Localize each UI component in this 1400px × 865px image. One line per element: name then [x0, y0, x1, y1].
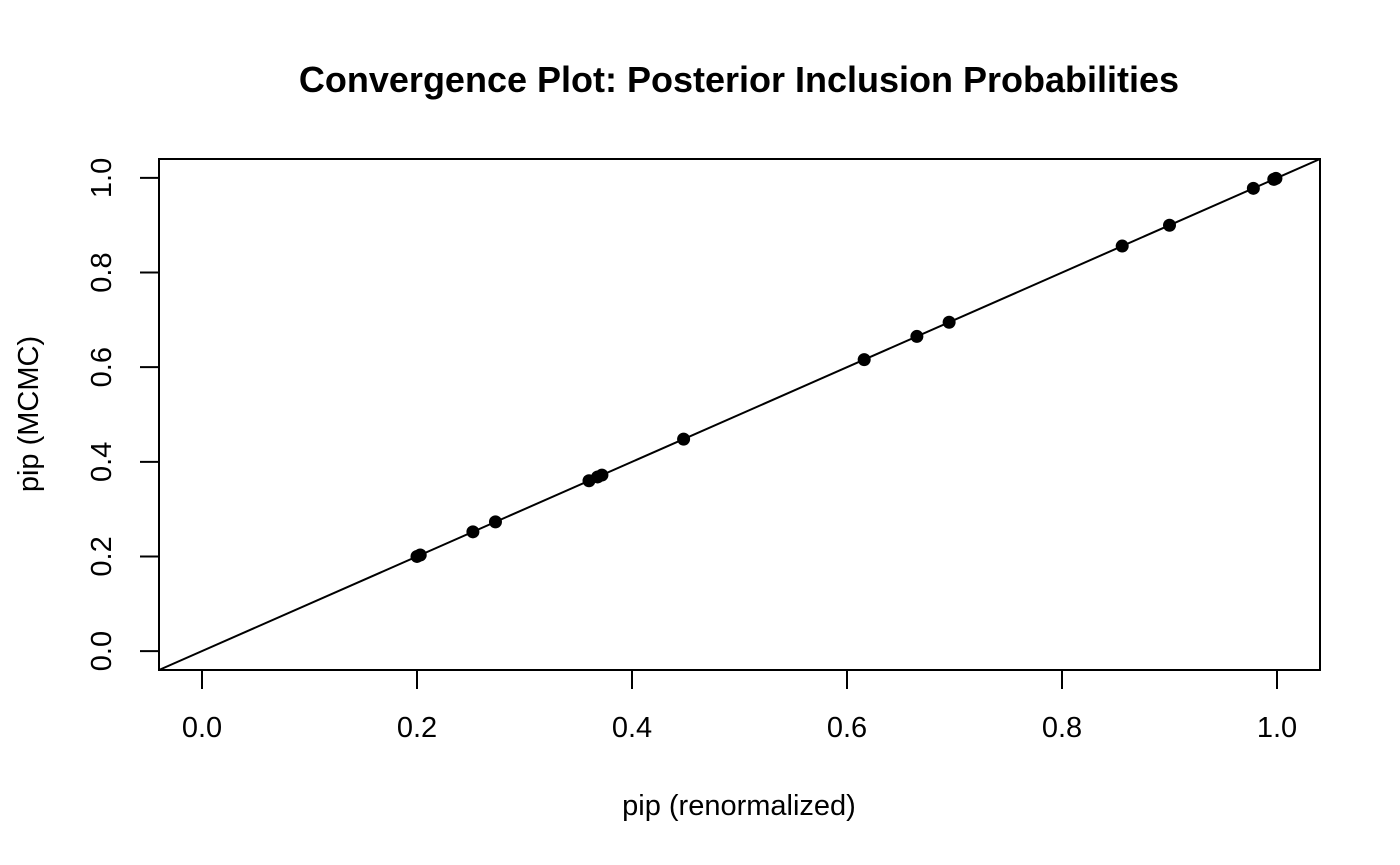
data-point — [488, 515, 502, 529]
y-tick-label: 1.0 — [86, 158, 118, 198]
data-point — [466, 525, 480, 539]
y-tick-label: 0.2 — [86, 536, 118, 576]
data-point — [595, 468, 609, 482]
x-tick-label: 0.8 — [1042, 712, 1082, 744]
y-tick-label: 0.4 — [86, 442, 118, 482]
data-point — [1269, 171, 1283, 185]
y-axis-label: pip (MCMC) — [13, 336, 45, 492]
reference-line — [158, 158, 1321, 671]
x-tick-label: 0.2 — [397, 712, 437, 744]
data-point — [1246, 181, 1260, 195]
x-tick-label: 1.0 — [1257, 712, 1297, 744]
y-tick-label: 0.8 — [86, 252, 118, 292]
data-point — [413, 548, 427, 562]
reference-line-layer — [158, 158, 1321, 671]
points-layer — [410, 171, 1283, 563]
data-point — [1115, 239, 1129, 253]
x-tick-label: 0.0 — [182, 712, 222, 744]
y-axis: 0.0 0.2 0.4 0.6 0.8 1.0 — [86, 158, 160, 671]
x-tick-label: 0.4 — [612, 712, 652, 744]
data-point — [1163, 218, 1176, 232]
plot-frame — [158, 158, 1321, 671]
x-axis-label: pip (renormalized) — [622, 790, 856, 822]
data-point — [677, 432, 691, 446]
data-point — [857, 353, 871, 367]
x-axis: 0.0 0.2 0.4 0.6 0.8 1.0 — [182, 669, 1297, 744]
y-tick-label: 0.0 — [86, 631, 118, 671]
data-point — [910, 329, 924, 343]
data-point — [942, 315, 956, 329]
y-tick-label: 0.6 — [86, 347, 118, 387]
x-tick-label: 0.6 — [827, 712, 867, 744]
chart-title: Convergence Plot: Posterior Inclusion Pr… — [299, 59, 1179, 100]
